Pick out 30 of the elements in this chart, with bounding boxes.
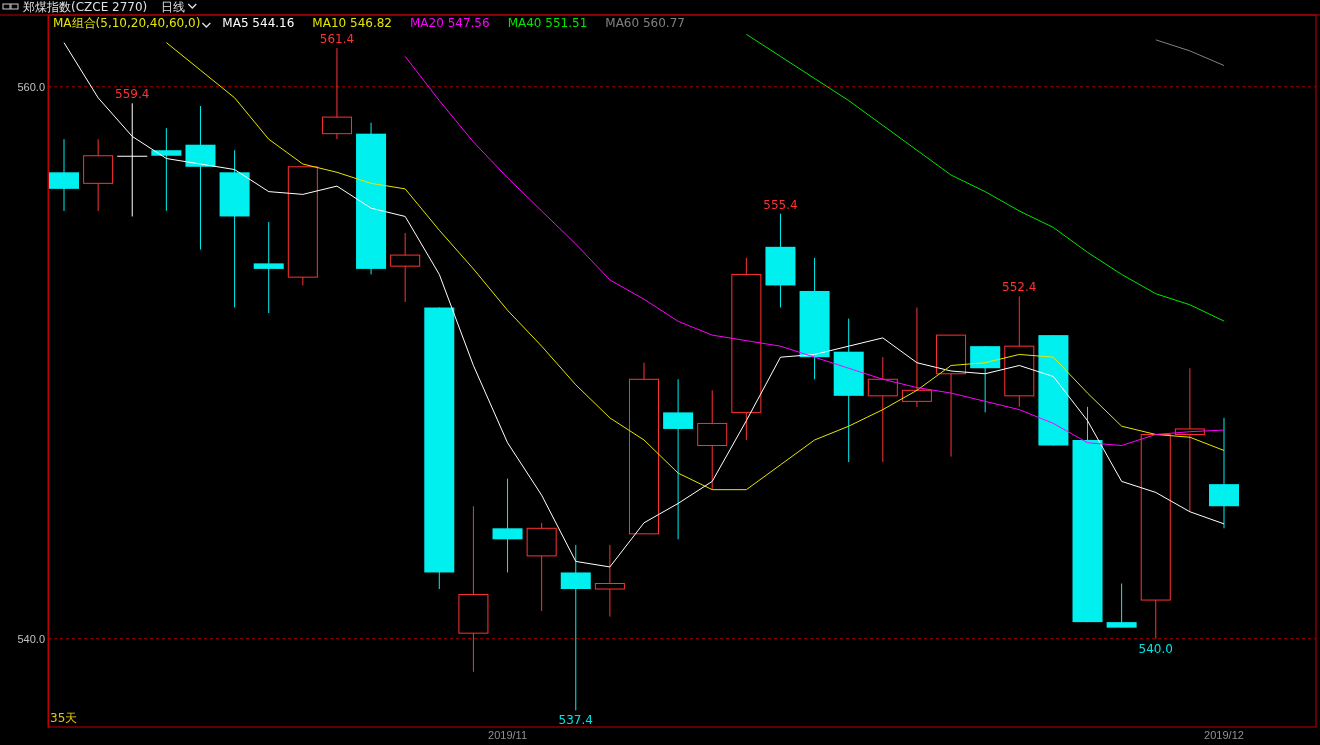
line-series (165, 42, 1225, 491)
chart-subtitle: 日线 (161, 0, 186, 14)
annotation: 537.4 (558, 713, 593, 727)
annotation: 555.4 (763, 197, 798, 212)
candlestick (663, 378, 694, 540)
annotation: 552.4 (1002, 280, 1037, 295)
chart-title: 郑煤指数(CZCE 2770) (23, 0, 148, 14)
text: MA40 551.51 (507, 16, 588, 30)
text: MA10 546.82 (312, 16, 392, 30)
annotation: 35天 (50, 711, 78, 725)
candlestick (117, 102, 148, 217)
line-series (404, 55, 1225, 447)
text: MA60 560.77 (605, 16, 685, 30)
candlestick (253, 221, 284, 314)
candlestick (151, 127, 182, 212)
annotation: 561.4 (319, 32, 355, 47)
line-series (63, 42, 1225, 568)
text: MA5 544.16 (222, 16, 295, 30)
annotation: 559.4 (115, 87, 150, 102)
text: MA20 547.56 (410, 16, 490, 30)
legend-title: MA组合(5,10,20,40,60,0) (53, 16, 201, 30)
candlestick (901, 307, 932, 408)
candlestick (594, 544, 625, 618)
y-tick-label: 560.0 (17, 80, 45, 93)
x-tick-label: 2019/11 (488, 728, 528, 741)
candlestick (560, 544, 591, 711)
line-series (745, 33, 1225, 322)
annotation: 540.0 (1138, 641, 1173, 656)
x-tick-label: 2019/12 (1204, 728, 1244, 741)
candlestick (492, 478, 523, 573)
